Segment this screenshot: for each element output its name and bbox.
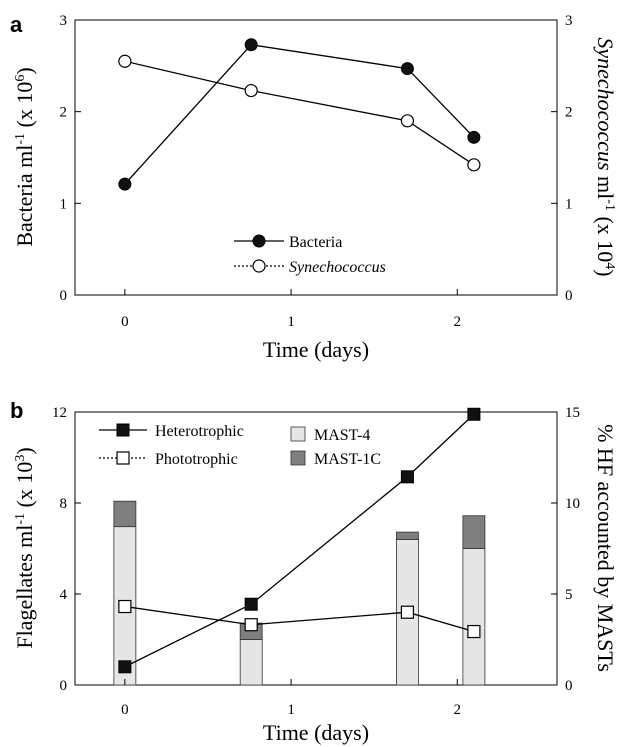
- plot-b-x-label: Time (days): [263, 720, 369, 745]
- plot-a-x-tick-label: 1: [287, 314, 295, 330]
- series-line-heterotrophic: [124, 413, 475, 668]
- legend-label-synechococcus: Synechococcus: [289, 259, 386, 276]
- plot-b-y-tick-label-left: 12: [52, 405, 67, 421]
- legend-label-mast-4: MAST-4: [314, 427, 370, 444]
- data-point-bacteria: [467, 130, 481, 144]
- panel-label-a: a: [10, 12, 23, 37]
- legend-label-heterotrophic: Heterotrophic: [155, 423, 244, 440]
- legend-label-mast-1c: MAST-1C: [314, 451, 381, 468]
- plot-a-y-tick-label-left: 0: [60, 288, 68, 304]
- legend-marker-heterotrophic: [116, 423, 130, 437]
- plot-b-y-tick-label-right: 5: [565, 587, 573, 603]
- plot-b-x-tick-label: 0: [121, 702, 129, 718]
- data-point-bacteria: [400, 62, 414, 76]
- data-point-synechococcus: [244, 83, 258, 98]
- data-point-bacteria: [244, 38, 258, 52]
- data-point-phototrophic: [400, 605, 415, 619]
- bar-mast-1c: [396, 531, 419, 540]
- series-line-synechococcus: [124, 60, 475, 166]
- data-point-heterotrophic: [467, 407, 481, 421]
- plot-a-y-tick-label-left: 2: [60, 105, 68, 121]
- plot-b-y-label-right: % HF accounted by MASTs: [593, 424, 618, 672]
- data-point-heterotrophic: [244, 597, 258, 611]
- legend-swatch-mast-4: [290, 426, 306, 442]
- data-point-synechococcus: [400, 114, 415, 128]
- data-point-heterotrophic: [118, 660, 132, 674]
- plot-b-y-tick-label-left: 0: [60, 678, 68, 694]
- plot-b-y-tick-label-left: 8: [60, 496, 68, 512]
- legend-swatch-mast-1c: [290, 450, 306, 466]
- legend-label-bacteria: Bacteria: [289, 234, 342, 251]
- plot-b-x-tick-label: 1: [287, 702, 295, 718]
- plot-a-y-label-left: Bacteria ml-1 (x 106): [12, 67, 37, 246]
- panel-a: a 0 1 2 0 0 1 1 2 2 3 3 Bacteria Synechococcus Time…: [10, 12, 618, 362]
- plot-a-x-label: Time (days): [263, 337, 369, 362]
- series-line-phototrophic: [124, 605, 475, 633]
- bar-mast-4: [462, 548, 486, 686]
- legend-label-phototrophic: Phototrophic: [155, 451, 238, 468]
- plot-a-y-tick-label-right: 1: [565, 196, 573, 212]
- data-point-heterotrophic: [400, 470, 414, 484]
- plot-b-bars: [113, 500, 486, 686]
- plot-a-y-tick-label-right: 2: [565, 105, 573, 121]
- data-point-synechococcus: [118, 54, 132, 68]
- legend-marker-phototrophic: [116, 451, 130, 465]
- plot-b-y-label-left: Flagellates ml-1 (x 103): [12, 447, 37, 648]
- data-point-phototrophic: [244, 618, 258, 632]
- data-point-bacteria: [118, 177, 132, 191]
- plot-a-y-tick-label-right: 3: [565, 13, 573, 29]
- data-point-synechococcus: [467, 158, 481, 172]
- plot-a-frame: [74, 19, 558, 296]
- plot-b-y-tick-label-right: 10: [565, 496, 580, 512]
- plot-b-legend: Heterotrophic Phototrophic MAST-4 MAST-1C: [99, 423, 381, 468]
- legend-marker-synechococcus: [252, 259, 266, 273]
- series-line-bacteria: [124, 44, 475, 185]
- legend-marker-bacteria: [252, 234, 266, 248]
- plot-a-x-tick-label: 0: [121, 314, 129, 330]
- panel-label-b: b: [10, 398, 23, 423]
- data-point-phototrophic: [118, 599, 132, 614]
- plot-a-y-tick-label-left: 3: [60, 13, 68, 29]
- plot-a-x-tick-label: 2: [454, 314, 462, 330]
- plot-a-legend: Bacteria Synechococcus: [234, 234, 386, 276]
- bar-mast-1c: [462, 515, 486, 549]
- bar-mast-4: [239, 639, 263, 686]
- plot-b-y-tick-label-right: 0: [565, 678, 573, 694]
- bar-mast-1c: [113, 500, 137, 528]
- plot-b-y-tick-label-left: 4: [60, 587, 68, 603]
- plot-b-series: [118, 407, 481, 674]
- plot-a-y-tick-label-left: 1: [60, 196, 68, 212]
- plot-b-frame: [74, 411, 558, 686]
- data-point-phototrophic: [467, 624, 481, 639]
- plot-b-x-tick-label: 2: [454, 702, 462, 718]
- plot-a-axes: 0 1 2 0 0 1 1 2 2 3 3: [60, 13, 573, 330]
- plot-b-y-tick-label-right: 15: [565, 405, 580, 421]
- plot-a-series: [118, 38, 481, 191]
- plot-a-y-tick-label-right: 0: [565, 288, 573, 304]
- plot-a-y-label-right: Synechococcus ml-1 (x 104): [593, 37, 618, 276]
